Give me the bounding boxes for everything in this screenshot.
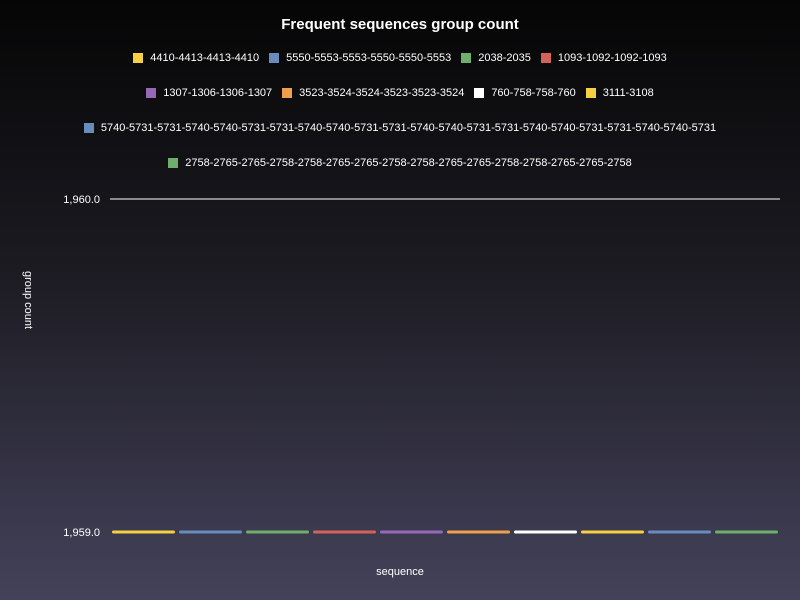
y-axis-label: group count xyxy=(22,271,34,329)
bar[interactable] xyxy=(246,531,309,534)
y-tick-label: 1,959.0 xyxy=(63,527,100,539)
bar-group xyxy=(112,531,778,534)
y-axis-ticks: 1,960.0 1,959.0 xyxy=(63,194,100,539)
x-axis-label: sequence xyxy=(0,566,800,578)
bar[interactable] xyxy=(447,531,510,534)
bar[interactable] xyxy=(380,531,443,534)
bar[interactable] xyxy=(581,531,644,534)
bar[interactable] xyxy=(112,531,175,534)
bar[interactable] xyxy=(715,531,778,534)
bar[interactable] xyxy=(313,531,376,534)
bar[interactable] xyxy=(514,531,577,534)
bar[interactable] xyxy=(648,531,711,534)
y-tick-label: 1,960.0 xyxy=(63,194,100,206)
bar[interactable] xyxy=(179,531,242,534)
